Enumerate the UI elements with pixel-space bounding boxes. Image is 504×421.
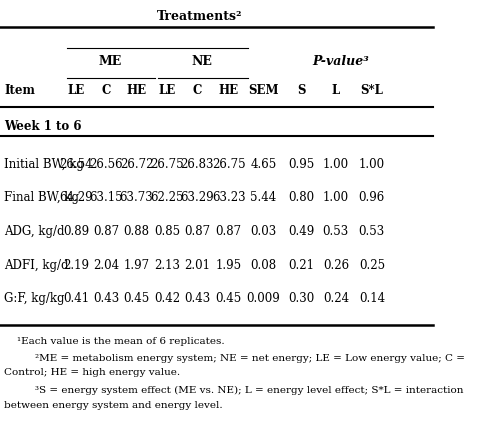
Text: HE: HE xyxy=(127,84,147,97)
Text: C: C xyxy=(101,84,111,97)
Text: P-value³: P-value³ xyxy=(312,55,369,67)
Text: 2.01: 2.01 xyxy=(184,259,210,272)
Text: 0.25: 0.25 xyxy=(359,259,385,272)
Text: 64.29: 64.29 xyxy=(59,192,93,204)
Text: L: L xyxy=(332,84,340,97)
Text: 0.87: 0.87 xyxy=(216,225,242,238)
Text: 0.85: 0.85 xyxy=(154,225,180,238)
Text: 0.21: 0.21 xyxy=(288,259,314,272)
Text: 26.75: 26.75 xyxy=(212,158,245,171)
Text: 0.53: 0.53 xyxy=(359,225,385,238)
Text: 2.13: 2.13 xyxy=(154,259,180,272)
Text: 0.96: 0.96 xyxy=(359,192,385,204)
Text: 0.88: 0.88 xyxy=(123,225,150,238)
Text: 63.73: 63.73 xyxy=(119,192,153,204)
Text: 0.53: 0.53 xyxy=(323,225,349,238)
Text: Week 1 to 6: Week 1 to 6 xyxy=(5,120,82,133)
Text: Item: Item xyxy=(5,84,35,97)
Text: Control; HE = high energy value.: Control; HE = high energy value. xyxy=(5,368,180,377)
Text: 1.00: 1.00 xyxy=(323,158,349,171)
Text: LE: LE xyxy=(67,84,85,97)
Text: 1.00: 1.00 xyxy=(323,192,349,204)
Text: Initial BW, kg: Initial BW, kg xyxy=(5,158,84,171)
Text: 26.83: 26.83 xyxy=(180,158,214,171)
Text: NE: NE xyxy=(192,55,213,67)
Text: 0.26: 0.26 xyxy=(323,259,349,272)
Text: 5.44: 5.44 xyxy=(250,192,277,204)
Text: Final BW, kg: Final BW, kg xyxy=(5,192,79,204)
Text: 0.24: 0.24 xyxy=(323,293,349,305)
Text: 0.30: 0.30 xyxy=(288,293,314,305)
Text: S*L: S*L xyxy=(360,84,383,97)
Text: 1.00: 1.00 xyxy=(359,158,385,171)
Text: 26.54: 26.54 xyxy=(59,158,93,171)
Text: 0.89: 0.89 xyxy=(63,225,89,238)
Text: ³S = energy system effect (ME vs. NE); L = energy level effect; S*L = interactio: ³S = energy system effect (ME vs. NE); L… xyxy=(35,386,463,395)
Text: 0.49: 0.49 xyxy=(288,225,314,238)
Text: 0.87: 0.87 xyxy=(93,225,119,238)
Text: 0.95: 0.95 xyxy=(288,158,314,171)
Text: 0.009: 0.009 xyxy=(246,293,280,305)
Text: 1.95: 1.95 xyxy=(216,259,242,272)
Text: 26.75: 26.75 xyxy=(150,158,183,171)
Text: ¹Each value is the mean of 6 replicates.: ¹Each value is the mean of 6 replicates. xyxy=(17,336,225,346)
Text: 63.15: 63.15 xyxy=(89,192,123,204)
Text: Treatments²: Treatments² xyxy=(157,11,242,23)
Text: 0.80: 0.80 xyxy=(288,192,314,204)
Text: ADG, kg/d: ADG, kg/d xyxy=(5,225,65,238)
Text: 0.45: 0.45 xyxy=(123,293,150,305)
Text: ME: ME xyxy=(99,55,122,67)
Text: 62.25: 62.25 xyxy=(150,192,183,204)
Text: 2.19: 2.19 xyxy=(63,259,89,272)
Text: 63.29: 63.29 xyxy=(180,192,214,204)
Text: G:F, kg/kg: G:F, kg/kg xyxy=(5,293,65,305)
Text: 26.56: 26.56 xyxy=(89,158,123,171)
Text: between energy system and energy level.: between energy system and energy level. xyxy=(5,400,223,410)
Text: 26.72: 26.72 xyxy=(120,158,153,171)
Text: 0.43: 0.43 xyxy=(184,293,210,305)
Text: 2.04: 2.04 xyxy=(93,259,119,272)
Text: 0.42: 0.42 xyxy=(154,293,180,305)
Text: ADFI, kg/d: ADFI, kg/d xyxy=(5,259,69,272)
Text: C: C xyxy=(193,84,202,97)
Text: 4.65: 4.65 xyxy=(250,158,277,171)
Text: HE: HE xyxy=(219,84,239,97)
Text: S: S xyxy=(297,84,305,97)
Text: 0.14: 0.14 xyxy=(359,293,385,305)
Text: 0.41: 0.41 xyxy=(63,293,89,305)
Text: 0.03: 0.03 xyxy=(250,225,277,238)
Text: SEM: SEM xyxy=(248,84,279,97)
Text: LE: LE xyxy=(158,84,175,97)
Text: 63.23: 63.23 xyxy=(212,192,245,204)
Text: 0.45: 0.45 xyxy=(216,293,242,305)
Text: 0.08: 0.08 xyxy=(250,259,277,272)
Text: 0.87: 0.87 xyxy=(184,225,210,238)
Text: 1.97: 1.97 xyxy=(123,259,150,272)
Text: 0.43: 0.43 xyxy=(93,293,119,305)
Text: ²ME = metabolism energy system; NE = net energy; LE = Low energy value; C =: ²ME = metabolism energy system; NE = net… xyxy=(35,354,465,363)
